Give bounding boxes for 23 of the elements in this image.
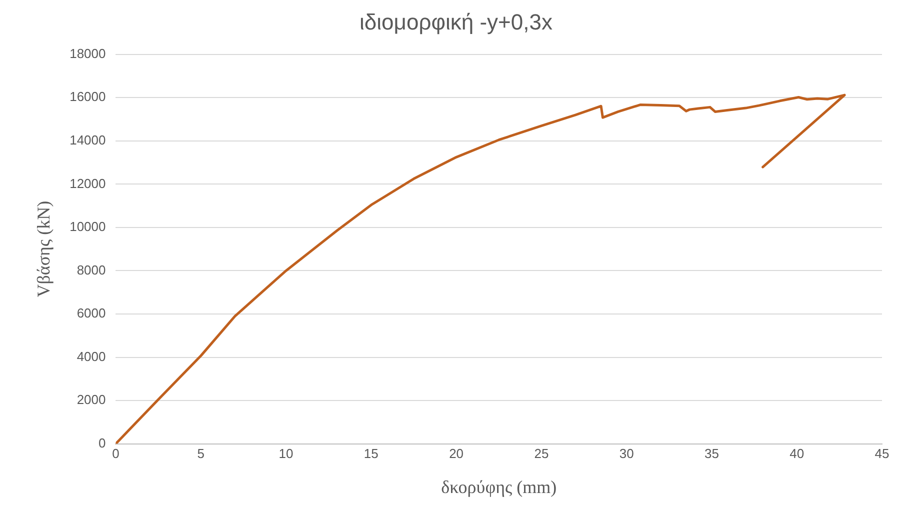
x-tick-label: 45 <box>874 446 890 462</box>
y-tick-label: 10000 <box>70 219 106 234</box>
y-tick-label: 14000 <box>70 132 106 148</box>
x-tick-label: 10 <box>278 446 294 462</box>
x-tick-label: 20 <box>449 446 464 462</box>
y-tick-label: 2000 <box>76 392 106 408</box>
x-tick-label: 15 <box>364 446 378 462</box>
x-axis-title: δκορύφης (mm) <box>441 476 557 497</box>
chart-title: ιδιομορφική -y+0,3x <box>360 9 552 34</box>
x-tick-label: 5 <box>197 446 205 462</box>
y-tick-label: 6000 <box>76 306 106 321</box>
y-tick-label: 18000 <box>70 46 106 61</box>
x-tick-label: 25 <box>534 446 549 462</box>
x-tick-label: 30 <box>619 446 634 462</box>
y-tick-label: 12000 <box>70 176 106 191</box>
y-axis-title: Vβάσης (kN) <box>34 200 54 298</box>
y-tick-label: 16000 <box>70 89 106 104</box>
y-tick-label: 4000 <box>76 348 106 364</box>
y-tick-label: 8000 <box>76 262 106 278</box>
y-tick-label: 0 <box>98 435 106 450</box>
x-tick-label: 0 <box>112 446 120 462</box>
x-tick-label: 35 <box>704 446 719 462</box>
x-tick-label: 40 <box>790 446 804 462</box>
